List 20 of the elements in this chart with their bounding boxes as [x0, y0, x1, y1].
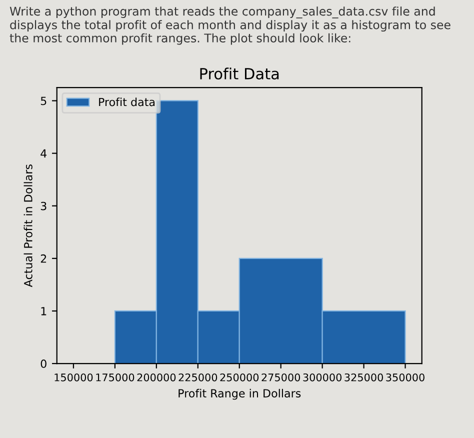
y-tick-label: 5 — [40, 96, 46, 106]
y-axis-title: Actual Profit in Dollars — [24, 164, 32, 288]
y-tick-label: 2 — [40, 254, 46, 263]
y-tick-label: 3 — [40, 202, 46, 210]
x-tick-label: 250000 — [220, 373, 259, 382]
chart-title: Profit Data — [200, 68, 279, 80]
y-tick-label: 0 — [40, 360, 46, 368]
x-tick-label: 225000 — [178, 373, 218, 382]
x-tick-label: 200000 — [137, 373, 176, 382]
x-tick-label: 350000 — [386, 373, 424, 382]
x-tick-label: 150000 — [54, 373, 93, 382]
y-tick-label: 4 — [40, 149, 47, 158]
x-tick-label: 325000 — [344, 373, 383, 382]
x-axis-title: Profit Range in Dollars — [178, 388, 301, 400]
x-tick-label: 175000 — [96, 373, 134, 382]
y-tick-label: 1 — [41, 307, 46, 316]
x-tick-label: 275000 — [262, 373, 300, 382]
text: Write a python program that reads the company_sales_data.csv file and displays the total profit of each month and display it as a histogram to see the most common profit ranges. The plot should look like: — [10, 6, 450, 45]
legend-label: Profit data — [99, 98, 155, 106]
x-tick-label: 300000 — [303, 373, 342, 382]
